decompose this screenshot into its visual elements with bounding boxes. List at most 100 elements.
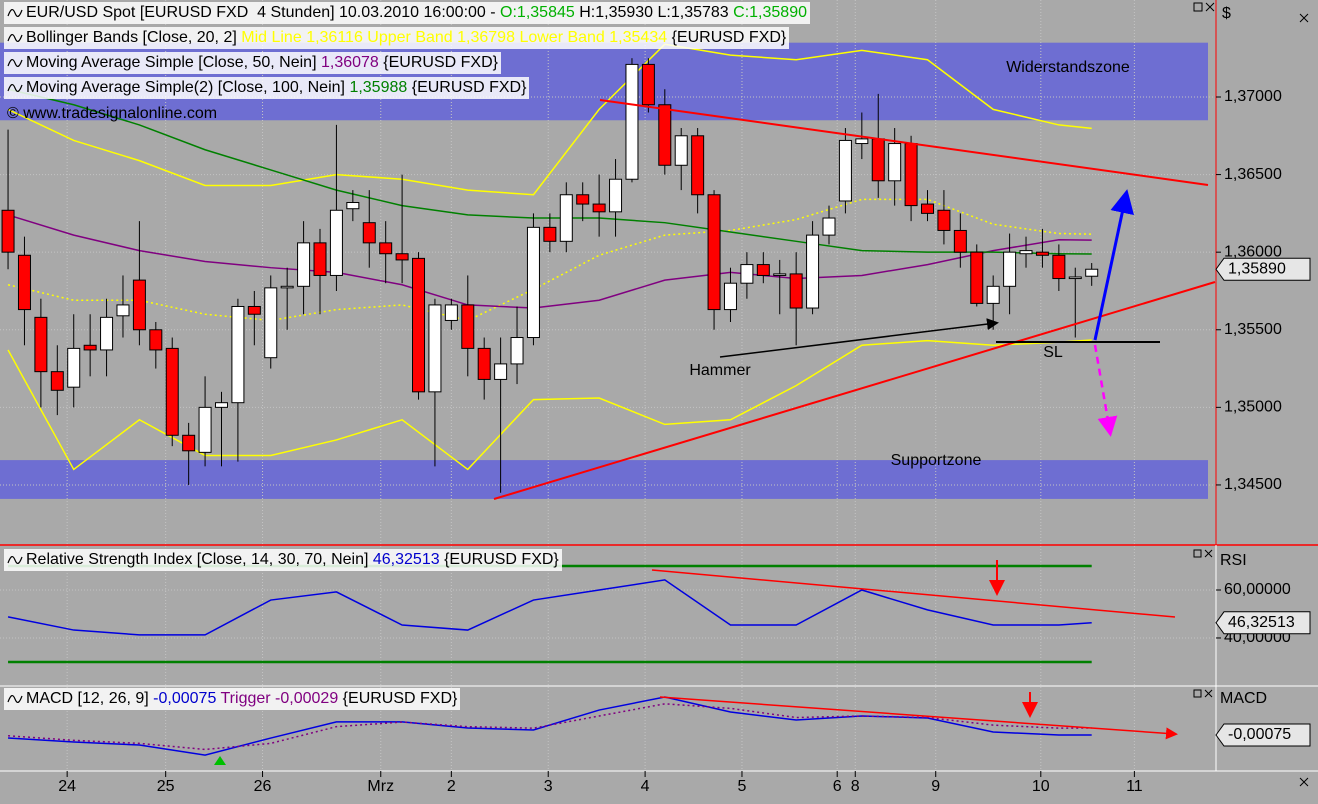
candle-body [461,304,475,349]
value-box [1215,723,1311,747]
candle-body [641,63,655,106]
candle-body [362,222,376,244]
candle-body [379,242,393,255]
candle-body [313,242,327,276]
axis-label: RSI [1220,552,1247,569]
candle-body [346,202,360,210]
window-buttons [1193,2,1309,787]
ohlc-label: L:1,35783 [657,4,729,21]
legend-icon [7,34,23,42]
signal-marker [214,756,226,765]
x-tick-label: 4 [641,778,650,795]
candle-body [1068,276,1082,280]
value-box [1215,611,1311,635]
x-tick-label: 6 [833,778,842,795]
candle-body [444,304,458,321]
candle-body [132,279,146,331]
candle-body [806,234,820,309]
maximize-button[interactable] [1193,2,1203,12]
resistance-trendline [599,99,1209,186]
legend-row: Moving Average Simple [Close, 50, Nein] … [4,52,501,74]
hammer-arrow [719,318,999,358]
copyright-text: © www.tradesignalonline.com [7,105,218,122]
legend-icon [7,695,23,703]
legend-icon [7,59,23,67]
series-line [7,579,1092,636]
legend-value: 1,36116 [306,29,363,46]
candle-body [921,203,935,214]
candle-body [822,217,836,236]
candle-body [543,226,557,242]
legend-icon [7,9,23,17]
y-tick-label: 1,34500 [1224,476,1282,493]
close-button[interactable] [1299,777,1309,787]
candle-body [789,273,803,309]
y-tick-label: 1,35000 [1224,399,1282,416]
candle-body [526,226,540,339]
candle-body [674,135,688,166]
legend-entry: Lower Band [519,29,605,46]
close-button[interactable] [1204,689,1213,698]
maximize-button[interactable] [1193,689,1202,698]
axis-label: MACD [1220,690,1267,707]
legend-value: -0,00075 [153,690,217,707]
chart-title: EUR/USD Spot [EURUSD FXD 4 Stunden] 10.0… [26,4,496,21]
support-trendline [493,281,1216,500]
drawings [214,99,1216,765]
legend-entry: MACD [12, 26, 9] [26,690,149,707]
candle-body [855,138,869,145]
candle-body [1085,268,1099,277]
candle-body [329,209,343,276]
candle-body [214,402,228,408]
zone-label: Widerstandszone [1006,59,1130,76]
legend-title: Bollinger Bands [Close, 20, 2] [26,29,237,46]
legend-value: 1,35434 [609,29,668,46]
candle-body [67,347,81,388]
candle-body [412,257,426,393]
value-box-label: 1,35890 [1228,260,1286,277]
candle-body [182,434,196,452]
close-button[interactable] [1204,549,1213,558]
candle-body [83,344,97,351]
candle-body [691,135,705,196]
x-tick-label: 26 [254,778,272,795]
maximize-button[interactable] [1193,549,1202,558]
candle-body [494,363,508,380]
legend-row: Bollinger Bands [Close, 20, 2] Mid Line … [4,27,790,49]
candle-body [280,285,294,289]
up-arrow [1093,189,1134,341]
close-button[interactable] [1205,2,1215,12]
legend-entry: Mid Line [241,29,302,46]
y-tick-label: 1,36000 [1224,243,1282,260]
legend-value: 1,35988 [349,79,408,96]
x-tick-label: 25 [157,778,175,795]
value-box [1215,257,1311,281]
candle-body [1052,254,1066,280]
ohlc-label: C:1,35890 [733,4,807,21]
close-button[interactable] [1299,13,1309,23]
y-tick-label: 1,36500 [1224,166,1282,183]
candle-body [247,305,261,315]
legend-row: MACD [12, 26, 9] -0,00075 Trigger -0,000… [4,688,461,710]
series-line [7,198,1092,322]
candle-body [1019,250,1033,255]
ohlc-label: O:1,35845 [500,4,575,21]
y-tick-label: 1,37000 [1224,88,1282,105]
legend-source: {EURUSD FXD} [342,690,458,707]
candle-body [937,209,951,231]
y-tick-label: 1,35500 [1224,321,1282,338]
value-box-label: 46,32513 [1228,614,1295,631]
annotation: Hammer [689,362,751,379]
legend-entry: Relative Strength Index [Close, 14, 30, … [26,551,369,568]
candle-body [707,194,721,311]
legend-value: -0,00029 [275,690,339,707]
series-line [7,43,1092,196]
candle-body [264,287,278,359]
candle-body [986,285,1000,304]
x-tick-label: 3 [544,778,553,795]
candle-body [428,304,442,393]
y-tick-label: 60,00000 [1224,581,1291,598]
legend-entry: Moving Average Simple(2) [Close, 100, Ne… [26,79,345,96]
candle-body [100,316,114,351]
candle-body [1035,251,1049,256]
